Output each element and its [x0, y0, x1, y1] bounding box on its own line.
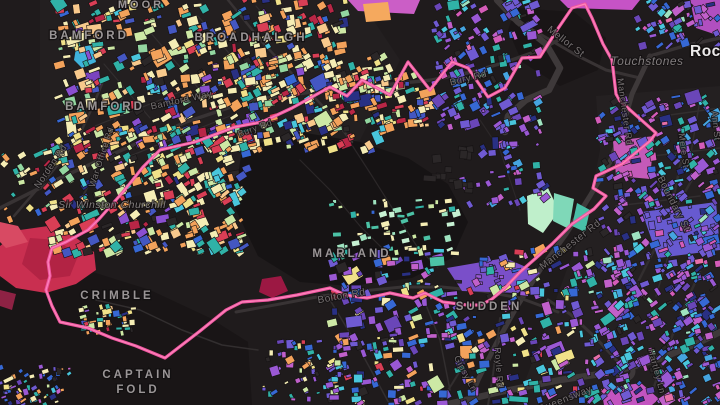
- place-label: BAMFORD: [49, 30, 129, 42]
- poi-label: Touchstones: [610, 54, 683, 68]
- place-label: BROADHALGH: [194, 32, 307, 44]
- building-cluster: [328, 197, 462, 268]
- street-label: Royle Rd: [493, 347, 506, 389]
- building-cluster: [0, 363, 73, 405]
- place-label: CRIMBLE: [80, 290, 153, 302]
- building-cluster: [633, 0, 720, 51]
- building-cluster: [581, 257, 720, 405]
- building-cluster: [332, 71, 437, 134]
- city-label: Rochdale: [690, 43, 720, 60]
- boundary-line: [44, 2, 658, 360]
- street-label: Ann St: [709, 110, 720, 141]
- place-label: FOLD: [116, 384, 159, 396]
- building-cluster: [43, 122, 254, 259]
- place-label: CAPTAIN: [102, 369, 173, 381]
- building-cluster: [593, 88, 720, 275]
- building-cluster: [422, 145, 475, 194]
- place-label: MARLAND: [312, 248, 391, 260]
- building-cluster: [77, 303, 137, 337]
- building-cluster: [0, 147, 53, 224]
- place-label: BAMFORD: [65, 101, 145, 113]
- building-cluster: [199, 50, 398, 155]
- place-label: SUDDEN: [456, 301, 523, 313]
- building-cluster: [261, 338, 352, 403]
- poi-label: Sir Winston Churchill: [58, 199, 166, 211]
- place-label: MOOR: [118, 0, 164, 11]
